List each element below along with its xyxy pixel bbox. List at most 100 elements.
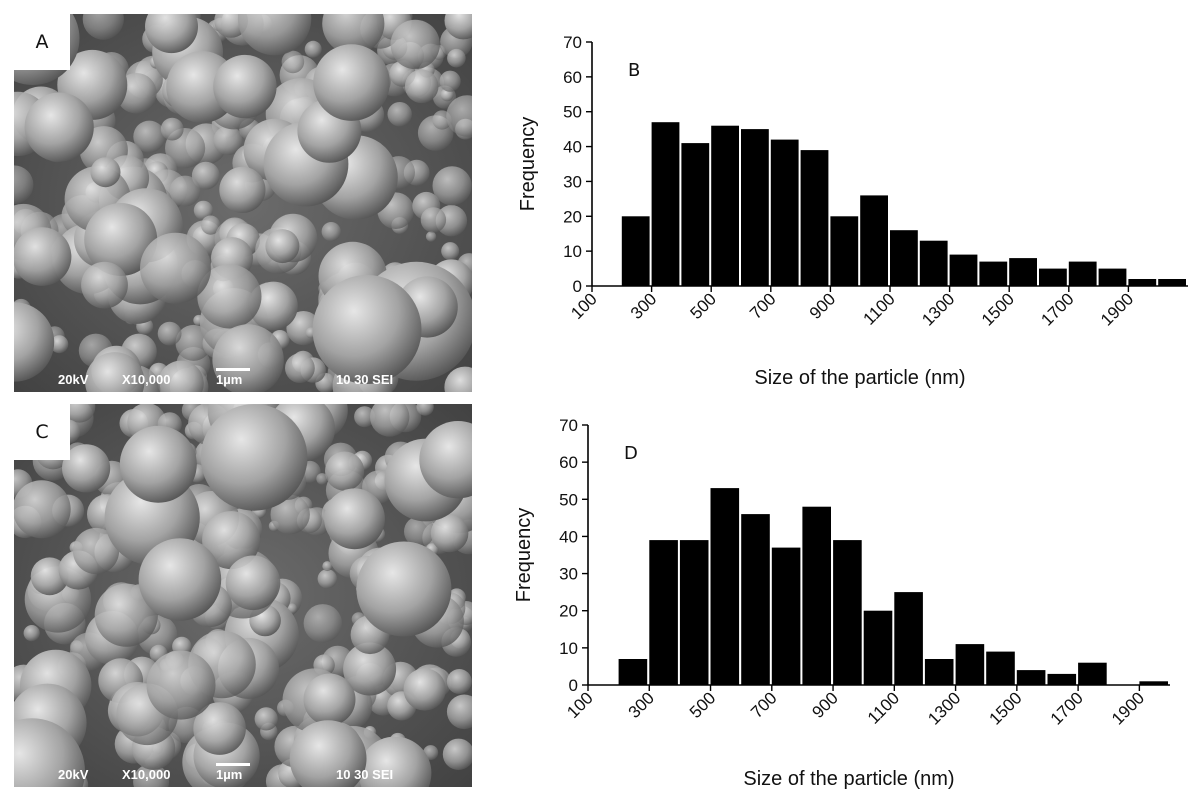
scale-bar-a: 20kV X10,000 1µm 10 30 SEI [14, 368, 472, 392]
sem-particle [202, 511, 261, 570]
y-tick-label: 0 [573, 277, 582, 296]
histogram-bar [1009, 258, 1037, 286]
x-tick-label: 1500 [985, 688, 1025, 728]
histogram-bar [833, 540, 862, 685]
sem-particle [325, 451, 365, 491]
histogram-bar [890, 230, 918, 286]
sem-particle [322, 14, 385, 55]
sem-particle [446, 694, 472, 730]
sem-image-c: C 20kV X10,000 1µm 10 30 SEI [14, 404, 472, 787]
x-tick-label: 700 [747, 688, 780, 721]
sem-particle [425, 231, 437, 242]
panel-letter: D [624, 443, 638, 464]
sem-particle [225, 555, 281, 611]
sem-particle [14, 302, 55, 382]
histogram-bar [802, 506, 831, 685]
histogram-bar [800, 150, 829, 286]
sem-particle [138, 538, 222, 621]
sem-particle [441, 242, 460, 261]
y-tick-label: 10 [563, 242, 582, 261]
sem-particle [430, 514, 469, 553]
sem-particle [370, 404, 410, 437]
x-tick-label: 1300 [924, 688, 964, 728]
sem-particle [321, 222, 341, 242]
x-tick-label: 900 [808, 688, 841, 721]
x-tick-label: 500 [686, 688, 719, 721]
sem-particle [133, 120, 166, 153]
particle-layer [14, 14, 472, 392]
histogram-bar [710, 488, 740, 685]
sem-particle [404, 69, 439, 104]
histogram-d: 0 10 20 30 40 50 60 70 100 300 500 700 900 1100 1300 15… [490, 412, 1190, 797]
sem-particle [81, 261, 128, 309]
sem-particle [343, 642, 397, 696]
y-tick-label: 40 [559, 527, 578, 546]
x-tick-label: 300 [625, 688, 658, 721]
detector-code-a: 10 30 SEI [336, 372, 394, 387]
x-tick-label: 1900 [1097, 289, 1137, 329]
sem-particle [289, 720, 367, 787]
histogram-bar [924, 659, 954, 685]
sem-particle [200, 404, 308, 511]
sem-particle [356, 541, 452, 637]
sem-particle [419, 421, 472, 499]
scale-line-c [216, 763, 250, 766]
x-tick-label: 900 [806, 289, 839, 322]
sem-particle [191, 161, 220, 190]
y-tick-label: 0 [569, 676, 578, 695]
sem-particle [197, 264, 262, 329]
y-tick-label: 30 [559, 565, 578, 584]
sem-particle [50, 335, 69, 354]
sem-particle [85, 352, 145, 392]
x-tick-label: 1100 [860, 289, 899, 328]
sem-particle [444, 366, 472, 392]
y-tick-label: 20 [563, 207, 582, 226]
histogram-bar [771, 547, 801, 685]
sem-particle [14, 480, 71, 539]
sem-particle [140, 232, 211, 304]
histogram-bar [679, 540, 709, 685]
x-axis-title: Size of the particle (nm) [754, 367, 965, 389]
sem-particle [270, 494, 310, 535]
sem-particle [213, 54, 277, 119]
x-tick-label: 1900 [1108, 688, 1148, 728]
sem-particle [446, 669, 472, 694]
histogram-bar [1039, 268, 1067, 286]
histogram-bar [1139, 681, 1168, 685]
sem-particle [404, 516, 435, 547]
magnification-c: X10,000 [122, 767, 171, 782]
sem-particle [447, 48, 466, 68]
histogram-bar [618, 659, 648, 685]
sem-particle [444, 14, 472, 40]
histogram-bar [741, 514, 770, 685]
sem-particle [281, 50, 305, 74]
sem-particle [416, 404, 434, 416]
histogram-bar [1047, 673, 1077, 685]
y-axis-title: Frequency [513, 508, 535, 603]
histogram-bar [711, 125, 739, 286]
histogram-bar [1128, 279, 1157, 286]
x-tick-label: 700 [746, 289, 779, 322]
histogram-bar [860, 195, 888, 286]
histogram-bar [1098, 268, 1127, 286]
sem-particle [212, 324, 284, 392]
sem-particle [237, 14, 312, 56]
sem-particle [90, 157, 121, 188]
histogram-bar [741, 129, 769, 286]
y-tick-label: 40 [563, 138, 582, 157]
panel-letter-c: C [35, 421, 49, 443]
histogram-bar [919, 240, 948, 286]
sem-particle [316, 473, 328, 485]
x-axis-title: Size of the particle (nm) [743, 768, 954, 790]
sem-particle [145, 14, 198, 54]
histogram-bar [949, 254, 978, 286]
sem-particle [72, 527, 120, 575]
panel-letter: B [628, 60, 640, 81]
histogram-bar [651, 122, 680, 286]
sem-particle [265, 229, 300, 264]
sem-particle [403, 668, 446, 711]
histogram-bar [1158, 279, 1186, 286]
histogram-bar [1078, 662, 1107, 685]
x-tick-label: 1700 [1037, 289, 1077, 329]
sem-particle [14, 227, 72, 286]
